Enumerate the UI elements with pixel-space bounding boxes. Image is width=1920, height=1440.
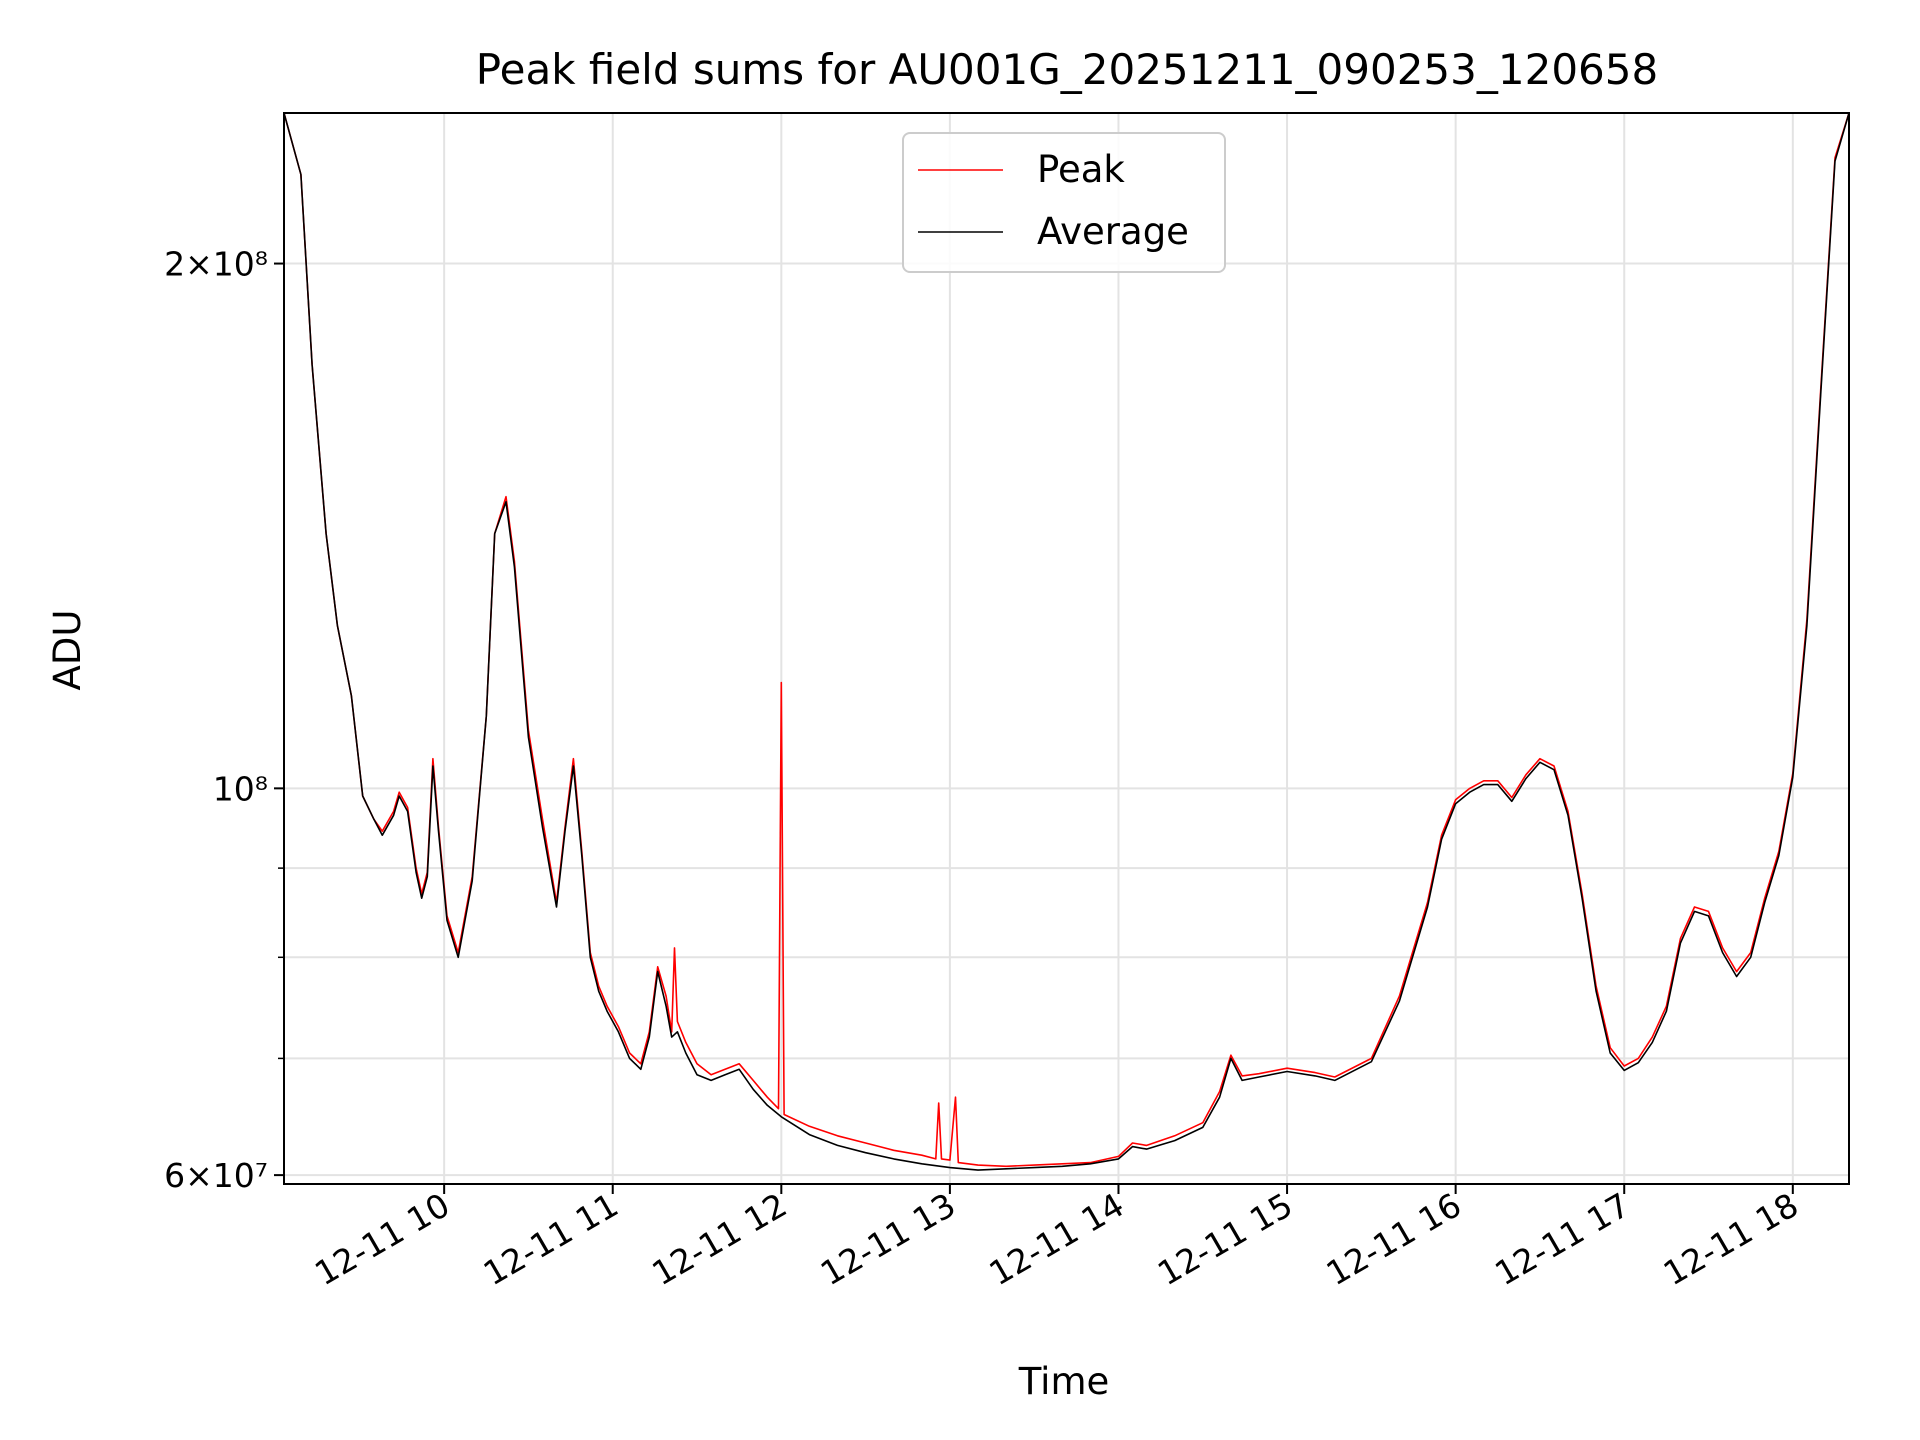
- legend-label-peak: Peak: [1037, 148, 1125, 191]
- legend-label-average: Average: [1037, 210, 1189, 253]
- series-line-average: [283, 112, 1850, 1171]
- chart-title: Peak field sums for AU001G_20251211_0902…: [476, 45, 1658, 94]
- axes-frame: [283, 112, 1850, 1185]
- grid-lines: [284, 113, 1849, 1184]
- legend-box: [902, 132, 1226, 273]
- y-tick-label: 6×10⁷: [164, 1156, 268, 1195]
- y-tick-label: 10⁸: [213, 769, 268, 808]
- plot-series: [283, 112, 1850, 1171]
- legend: Peak Average: [902, 132, 1226, 273]
- y-axis-label: ADU: [46, 610, 89, 691]
- x-axis-label: Time: [1018, 1360, 1110, 1403]
- y-tick-label: 2×10⁸: [164, 245, 268, 284]
